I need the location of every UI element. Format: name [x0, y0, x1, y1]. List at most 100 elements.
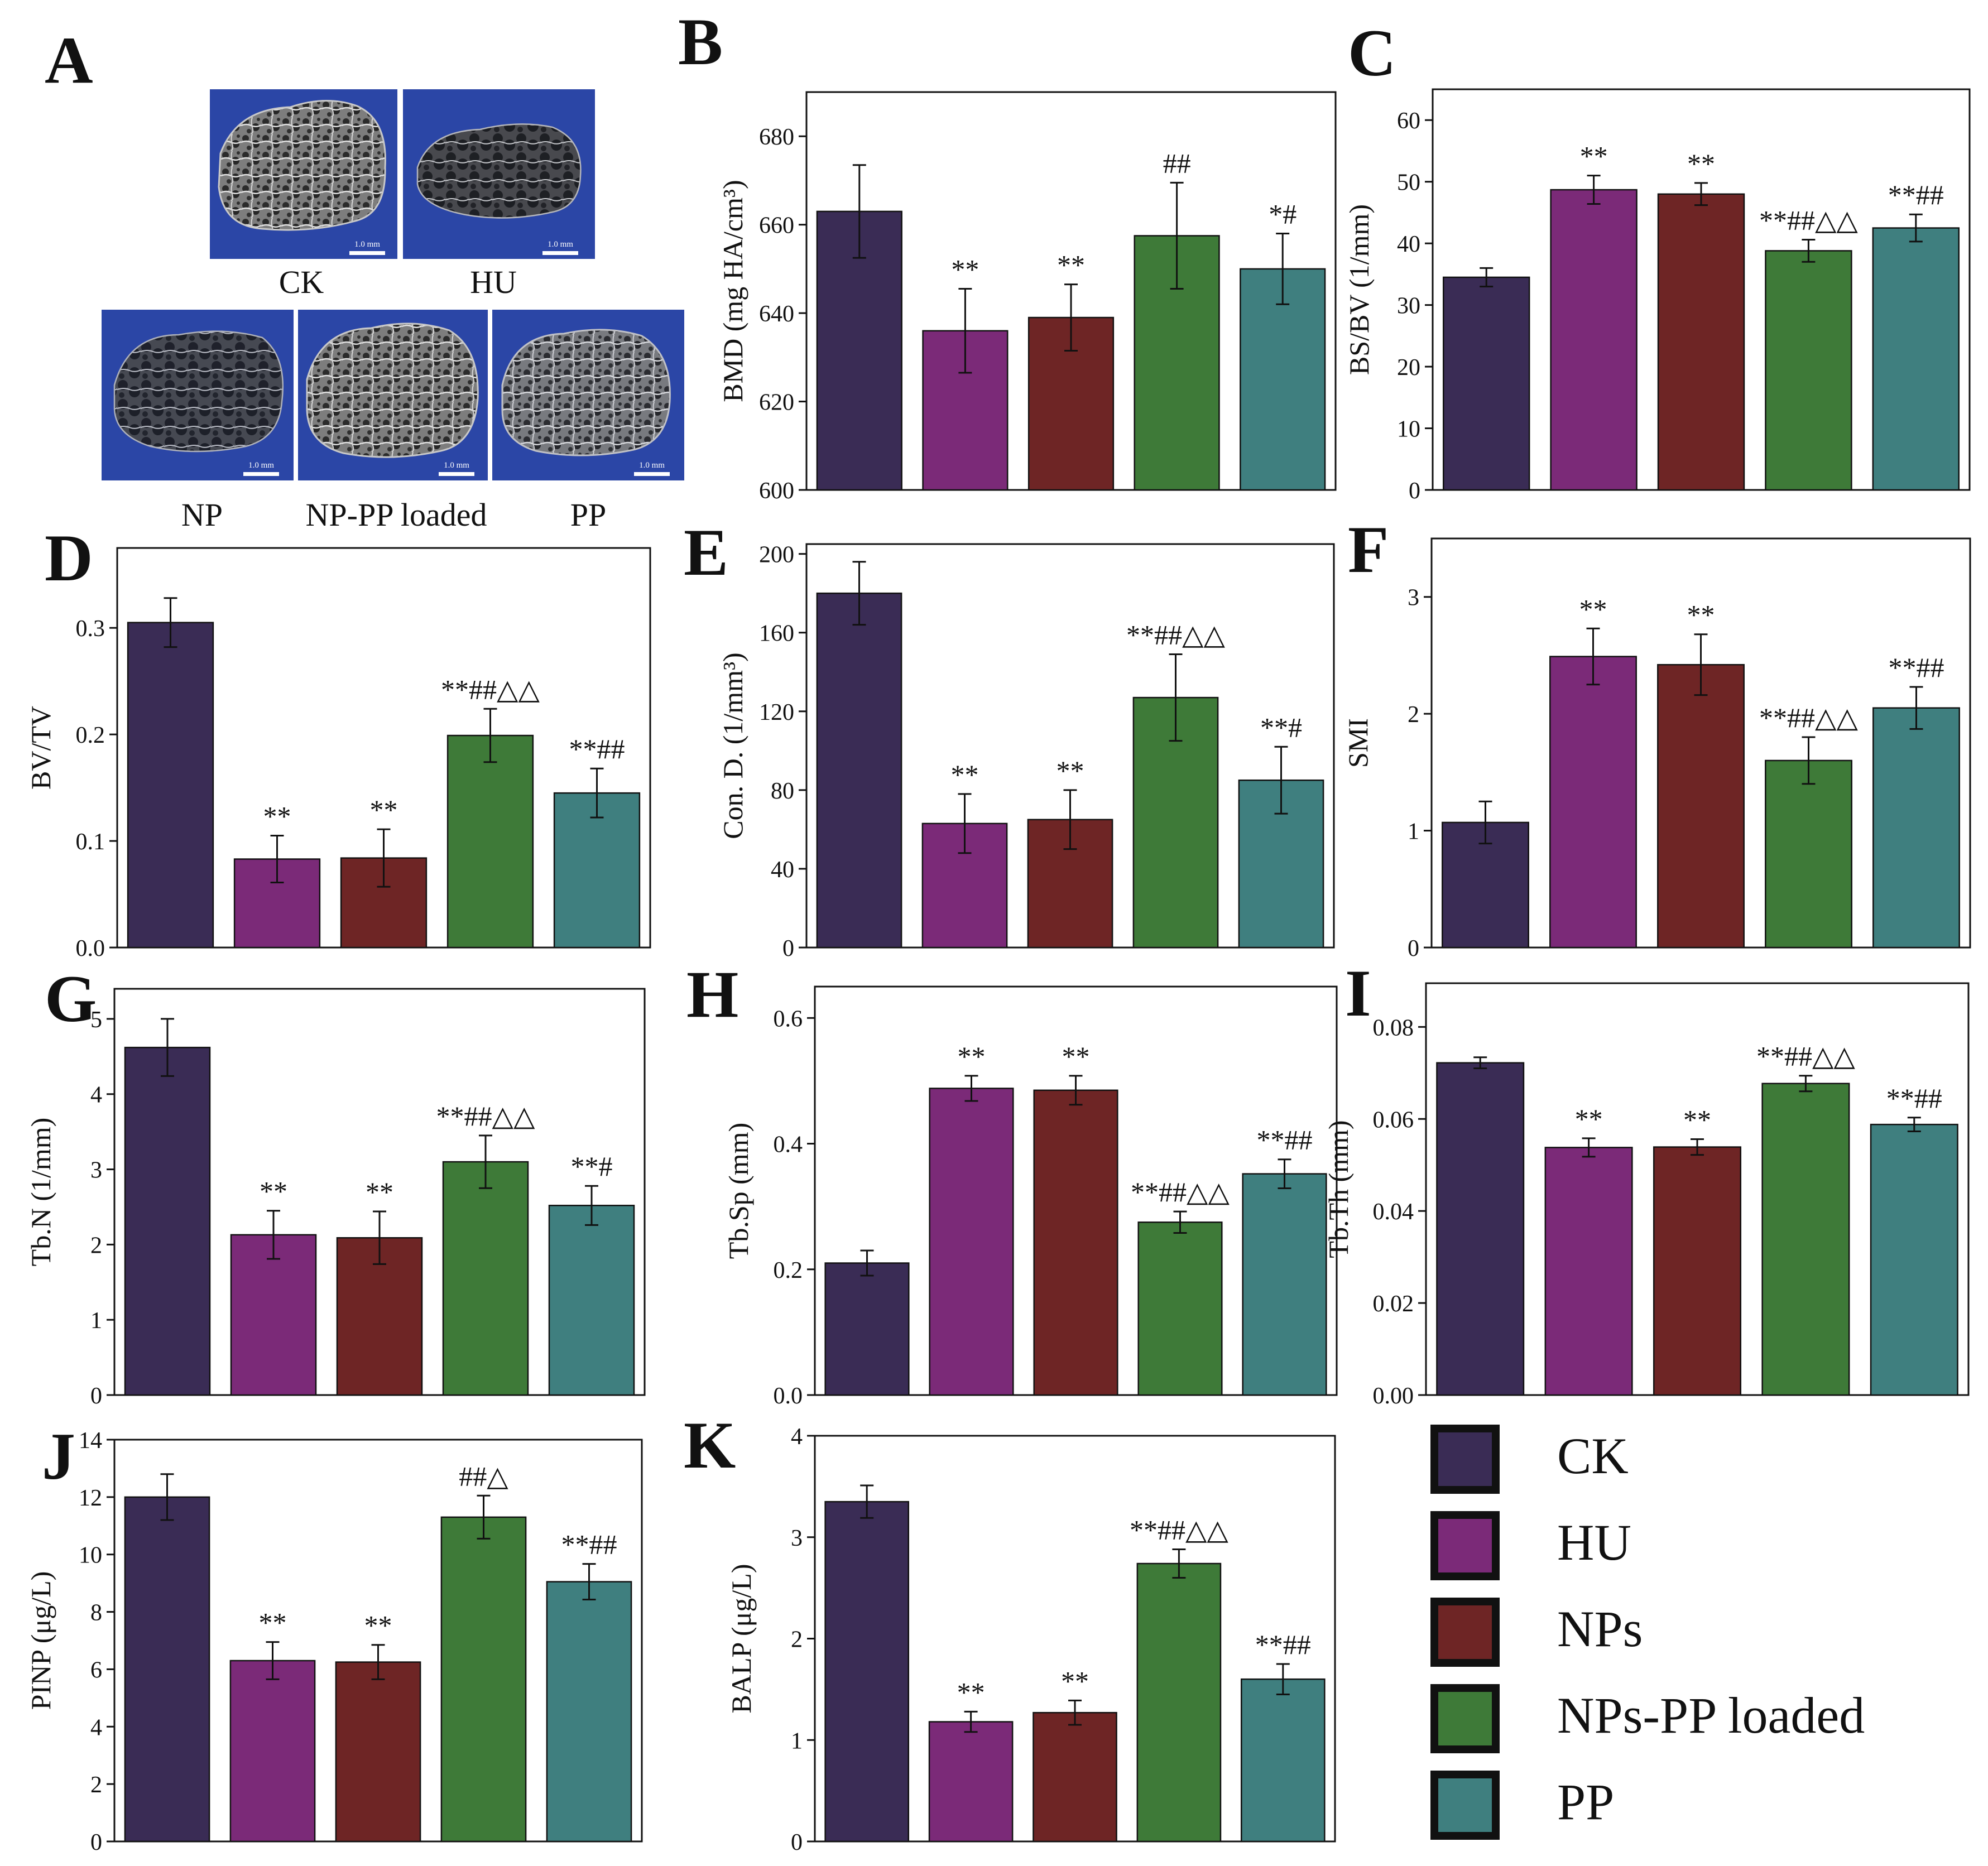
y-tick-label-f-2: 2 — [1408, 702, 1419, 728]
bar-f-pp — [1872, 707, 1960, 949]
significance-label-f-pp: **## — [1889, 652, 1944, 683]
y-tick-label-i-1: 0.02 — [1373, 1291, 1414, 1317]
legend-label-nps-pp-loaded: NPs-PP loaded — [1557, 1687, 1865, 1744]
y-tick-label-k-3: 3 — [791, 1526, 803, 1551]
bar-g-pp — [548, 1205, 635, 1396]
y-tick-label-c-5: 50 — [1397, 170, 1420, 196]
y-tick-label-g-4: 4 — [90, 1083, 102, 1108]
significance-label-c-pp: **## — [1888, 179, 1944, 210]
significance-label-k-nps-pp-loaded: **##△△ — [1130, 1514, 1228, 1546]
y-tick-label-g-0: 0 — [90, 1383, 102, 1409]
microct-image-ck: 1.0 mm — [210, 89, 397, 259]
significance-label-i-hu: ** — [1575, 1103, 1603, 1134]
y-axis-label-d: BV/TV — [25, 706, 56, 790]
y-tick-label-g-5: 5 — [90, 1007, 102, 1033]
scale-bar-label-ck: 1.0 mm — [354, 240, 380, 249]
y-tick-label-b-4: 680 — [759, 124, 794, 150]
y-tick-label-g-2: 2 — [90, 1233, 102, 1258]
legend-swatch-hu — [1430, 1511, 1500, 1580]
bar-j-nps — [335, 1661, 421, 1843]
panel-letter-i: I — [1345, 956, 1371, 1030]
bar-i-nps — [1653, 1146, 1742, 1396]
y-tick-label-g-1: 1 — [90, 1308, 102, 1334]
y-tick-label-j-3: 6 — [90, 1657, 102, 1683]
significance-label-j-pp: **## — [561, 1529, 617, 1560]
significance-label-d-pp: **## — [569, 733, 625, 764]
panel-letter-k: K — [684, 1408, 736, 1482]
scale-bar-label-np-pp-loaded: 1.0 mm — [444, 461, 469, 470]
y-tick-label-i-3: 0.06 — [1373, 1107, 1414, 1133]
y-axis-label-b: BMD (mg HA/cm³) — [717, 180, 748, 402]
y-tick-label-h-3: 0.6 — [774, 1006, 803, 1032]
scale-bar-hu — [542, 251, 578, 255]
y-tick-label-e-2: 80 — [771, 778, 794, 804]
image-label-np-pp-loaded: NP-PP loaded — [306, 497, 487, 533]
y-tick-label-i-2: 0.04 — [1373, 1199, 1414, 1225]
significance-label-i-nps: ** — [1683, 1104, 1711, 1136]
significance-label-b-nps-pp-loaded: ## — [1163, 147, 1191, 179]
legend-swatch-nps-pp-loaded — [1430, 1684, 1500, 1753]
y-tick-label-k-4: 4 — [791, 1424, 803, 1450]
significance-label-f-nps-pp-loaded: **##△△ — [1759, 702, 1858, 733]
bar-k-pp — [1240, 1678, 1326, 1843]
y-tick-label-i-0: 0.00 — [1373, 1383, 1414, 1409]
bar-k-hu — [928, 1721, 1014, 1843]
bone-sample-np — [113, 330, 284, 453]
significance-label-d-nps-pp-loaded: **##△△ — [441, 674, 540, 705]
bar-b-pp — [1240, 268, 1326, 491]
bar-g-ck — [124, 1046, 211, 1396]
bone-sample-ck — [218, 100, 386, 231]
panel-a-microct: A 1.0 mm CK 1.0 mm HU 1.0 mm NP 1.0 mm — [45, 23, 684, 533]
chart-panel-c: C 0 10 20 30 40 50 60 BS/BV (1/mm) ** ** **##△△ **## — [1343, 16, 1971, 504]
significance-label-d-hu: ** — [263, 801, 291, 832]
y-tick-label-j-5: 10 — [79, 1543, 102, 1569]
bar-k-nps — [1033, 1711, 1117, 1843]
significance-label-j-hu: ** — [259, 1607, 287, 1638]
bar-d-ck — [127, 622, 214, 949]
significance-label-b-nps: ** — [1057, 249, 1085, 281]
y-tick-label-j-1: 2 — [90, 1772, 102, 1798]
bar-h-pp — [1242, 1173, 1327, 1396]
significance-label-c-nps: ** — [1687, 148, 1715, 179]
legend-label-nps: NPs — [1557, 1600, 1643, 1657]
bar-j-nps-pp-loaded — [440, 1516, 527, 1843]
significance-label-f-nps: ** — [1687, 599, 1715, 631]
y-tick-label-j-6: 12 — [79, 1485, 102, 1511]
y-tick-label-b-1: 620 — [759, 390, 794, 416]
y-tick-label-c-0: 0 — [1409, 478, 1420, 504]
significance-label-k-nps: ** — [1061, 1665, 1089, 1696]
bar-i-ck — [1436, 1062, 1525, 1396]
significance-label-h-nps: ** — [1062, 1041, 1090, 1072]
y-tick-label-f-0: 0 — [1408, 936, 1419, 961]
y-tick-label-h-2: 0.4 — [774, 1132, 803, 1158]
y-tick-label-c-2: 20 — [1397, 355, 1420, 381]
y-axis-label-j: PINP (μg/L) — [25, 1571, 56, 1710]
significance-label-e-nps-pp-loaded: **##△△ — [1126, 619, 1225, 651]
y-tick-label-d-0: 0.0 — [76, 936, 105, 961]
significance-label-h-nps-pp-loaded: **##△△ — [1131, 1176, 1230, 1208]
bar-f-nps — [1657, 663, 1745, 949]
significance-label-k-hu: ** — [957, 1676, 985, 1708]
significance-label-j-nps-pp-loaded: ##△ — [459, 1460, 508, 1492]
bar-h-ck — [824, 1262, 910, 1396]
y-tick-label-d-2: 0.2 — [76, 723, 105, 748]
chart-panel-f: F 0 1 2 3 SMI ** ** **##△△ **## — [1342, 512, 1971, 961]
microct-image-np-pp-loaded: 1.0 mm — [298, 310, 488, 480]
panel-letter-j: J — [42, 1419, 75, 1493]
y-axis-label-g: Tb.N (1/mm) — [25, 1118, 56, 1267]
bar-i-hu — [1544, 1147, 1633, 1396]
y-tick-label-b-2: 640 — [759, 301, 794, 327]
significance-label-c-nps-pp-loaded: **##△△ — [1759, 205, 1858, 236]
bar-g-nps-pp-loaded — [442, 1161, 529, 1396]
y-tick-label-i-4: 0.08 — [1373, 1015, 1414, 1041]
significance-label-b-hu: ** — [951, 254, 979, 285]
bar-k-nps-pp-loaded — [1136, 1562, 1222, 1843]
legend-swatch-nps — [1430, 1598, 1500, 1667]
significance-label-e-nps: ** — [1057, 755, 1084, 786]
y-tick-label-c-1: 10 — [1397, 417, 1420, 443]
scale-bar-np-pp-loaded — [439, 472, 474, 476]
bone-sample-np-pp-loaded — [306, 323, 479, 458]
microct-image-pp: 1.0 mm — [492, 310, 684, 480]
bar-f-nps-pp-loaded — [1765, 759, 1852, 949]
